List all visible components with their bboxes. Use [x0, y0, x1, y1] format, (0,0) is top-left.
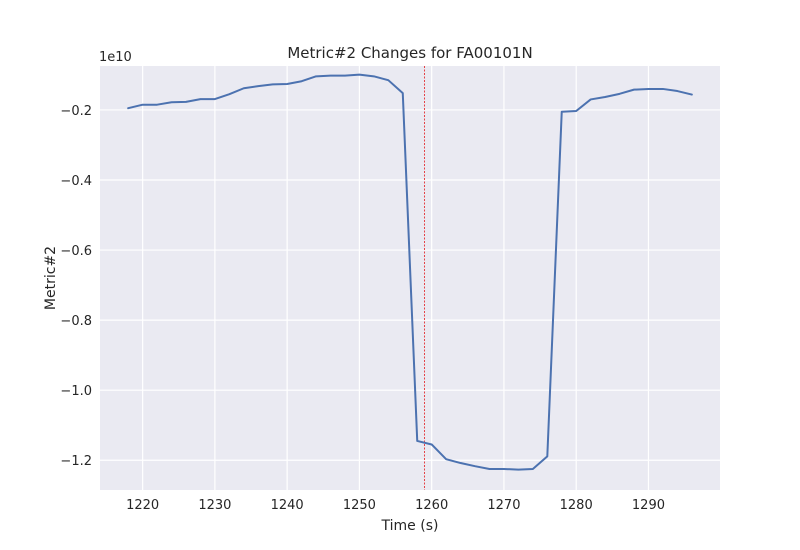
y-scale-label: 1e10 [99, 50, 132, 65]
y-tick-label: −1.0 [60, 384, 92, 399]
x-tick-label: 1290 [632, 498, 665, 513]
series-group [127, 73, 693, 471]
x-tick-label: 1240 [271, 498, 304, 513]
y-tick-label: −0.2 [60, 104, 92, 119]
y-axis-ticks: −0.2 −0.4 −0.6 −0.8 −1.0 −1.2 [60, 104, 92, 469]
x-tick-label: 1260 [415, 498, 448, 513]
series-line [127, 73, 693, 471]
y-tick-label: −1.2 [60, 454, 92, 469]
x-tick-label: 1230 [198, 498, 231, 513]
x-axis-ticks: 1220 1230 1240 1250 1260 1270 1280 1290 [126, 498, 665, 513]
chart-title: Metric#2 Changes for FA00101N [287, 44, 532, 62]
y-tick-label: −0.8 [60, 314, 92, 329]
x-tick-label: 1250 [343, 498, 376, 513]
x-axis-label: Time (s) [381, 518, 439, 534]
x-tick-label: 1220 [126, 498, 159, 513]
x-tick-label: 1280 [560, 498, 593, 513]
y-axis-label: Metric#2 [43, 246, 59, 310]
x-tick-label: 1270 [487, 498, 520, 513]
y-tick-label: −0.6 [60, 244, 92, 259]
y-tick-label: −0.4 [60, 174, 92, 189]
